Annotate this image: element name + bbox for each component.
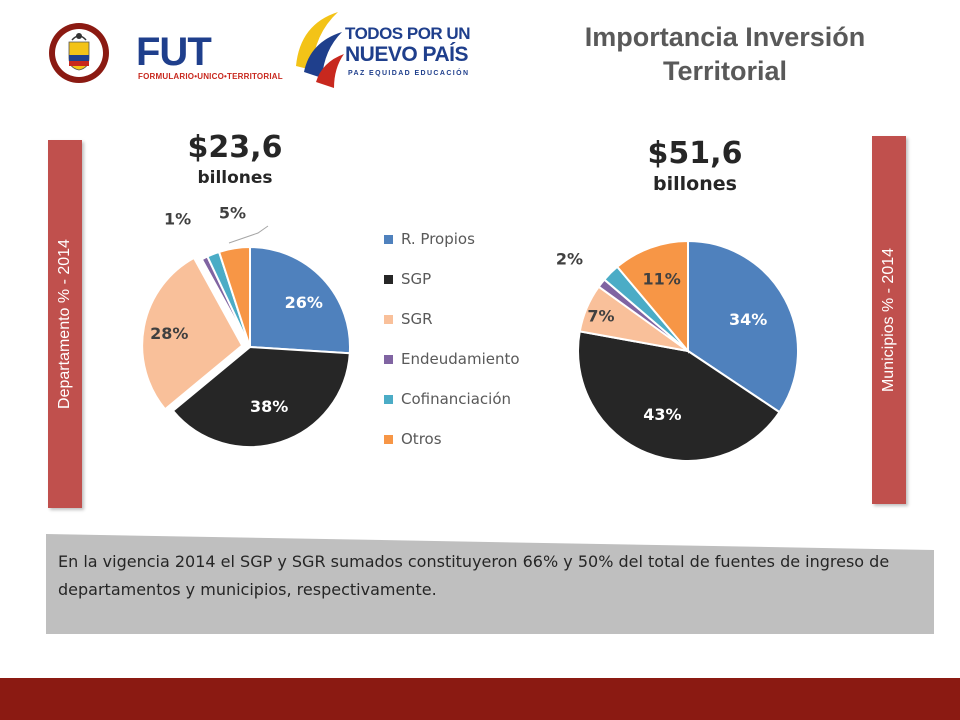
departamentos-total-amount: $23,6 [187, 130, 283, 165]
municipios-side-band: Municipios % - 2014 [872, 136, 906, 504]
footer-bar [0, 678, 960, 720]
summary-note-background [46, 534, 934, 634]
departamentos-total: $23,6 billones [160, 130, 310, 190]
republica-de-colombia-seal-logo [49, 23, 109, 83]
legend-item: SGP [384, 269, 520, 289]
legend-swatch [384, 354, 393, 364]
pie-data-label: 34% [729, 310, 767, 329]
legend-item: SGR [384, 309, 520, 329]
pie-slice-sgp [577, 330, 781, 462]
pie-data-label: 38% [250, 397, 288, 416]
pie-data-label: 43% [643, 405, 681, 424]
municipios-total-unit: billones [653, 173, 737, 195]
legend-label: R. Propios [401, 230, 475, 248]
legend-label: Otros [401, 430, 442, 448]
municipios-total: $51,6 billones [620, 136, 770, 196]
pie-data-label: 26% [285, 293, 323, 312]
pie-data-label: 7% [587, 307, 614, 326]
chart-legend: R. Propios SGP SGR Endeudamiento Cofinanciac… [384, 229, 520, 469]
legend-label: Cofinanciación [401, 390, 512, 408]
legend-swatch [384, 434, 393, 444]
pie-slice-sgr [141, 256, 244, 411]
municipios-total-amount: $51,6 [647, 136, 743, 171]
legend-swatch [384, 394, 393, 404]
tricolor-swoosh-icon [296, 12, 344, 88]
slide-title: Importancia Inversión Territorial [584, 22, 866, 86]
legend-item: Endeudamiento [384, 349, 520, 369]
pie-slice-otros [217, 245, 251, 348]
legend-item: Otros [384, 429, 520, 449]
pie-data-label: 28% [150, 324, 188, 343]
pie-slice-sgp [171, 345, 351, 448]
legend-swatch [384, 274, 393, 284]
legend-label: SGP [401, 270, 432, 288]
pie-data-label: 11% [642, 270, 680, 289]
leader-line [228, 225, 269, 244]
municipios-pie-chart: 34% 43% 7% 2% 11% [556, 239, 799, 462]
departamento-side-band: Departamento % - 2014 [48, 140, 82, 508]
legend-swatch [384, 234, 393, 244]
pie-data-label: 2% [556, 250, 583, 269]
departamentos-total-unit: billones [197, 168, 273, 188]
legend-label: SGR [401, 310, 433, 328]
fut-logo: FUT FORMULARIO•UNICO•TERRITORIAL [136, 30, 283, 81]
legend-swatch [384, 314, 393, 324]
pie-data-label: 5% [219, 204, 246, 223]
pie-slice-r-propios [249, 245, 351, 355]
departamento-pie-chart: 26% 38% 28% 1% 5% [141, 204, 351, 448]
legend-item: R. Propios [384, 229, 520, 249]
summary-note: En la vigencia 2014 el SGP y SGR sumados… [46, 528, 934, 634]
legend-label: Endeudamiento [401, 350, 520, 368]
pie-data-label: 1% [164, 209, 191, 228]
todos-por-un-nuevo-pais-logo: TODOS POR UN NUEVO PAÍS PAZ EQUIDAD EDUC… [290, 6, 470, 92]
legend-item: Cofinanciación [384, 389, 520, 409]
summary-note-text: En la vigencia 2014 el SGP y SGR sumados… [58, 552, 890, 599]
pie-slice-otros [615, 239, 689, 354]
